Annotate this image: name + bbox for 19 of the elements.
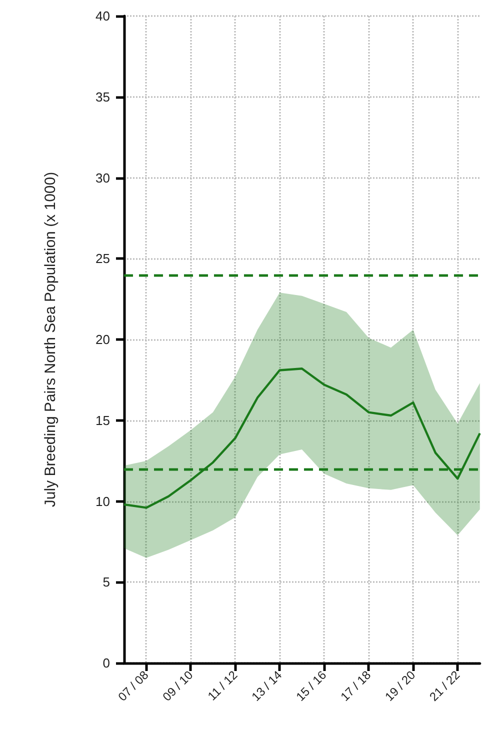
y-tick-label: 5	[102, 574, 110, 590]
x-tick-label: 19 / 20	[382, 668, 418, 704]
y-tick-label: 10	[96, 494, 110, 509]
x-tick-label: 13 / 14	[248, 668, 285, 704]
y-tick-label: 35	[96, 89, 110, 104]
y-tick-label: 0	[102, 656, 110, 670]
x-tick-label: 21 / 22	[426, 668, 463, 704]
x-tick-label: 15 / 16	[293, 668, 330, 704]
x-tick-label: 09 / 10	[160, 668, 196, 704]
x-tick-label: 17 / 18	[338, 668, 374, 704]
y-tick-label: 20	[96, 332, 110, 347]
x-tick-label: 11 / 12	[204, 668, 240, 704]
y-tick-label: 30	[96, 170, 110, 186]
y-axis-title: July Breeding Pairs North Sea Population (x 1000)	[42, 172, 59, 508]
line-series	[122, 368, 481, 509]
x-tick-label: 07 / 08	[115, 668, 152, 704]
y-tick-label: 25	[96, 251, 110, 266]
y-tick-label: 40	[96, 8, 110, 24]
y-tick-label: 15	[96, 412, 110, 428]
